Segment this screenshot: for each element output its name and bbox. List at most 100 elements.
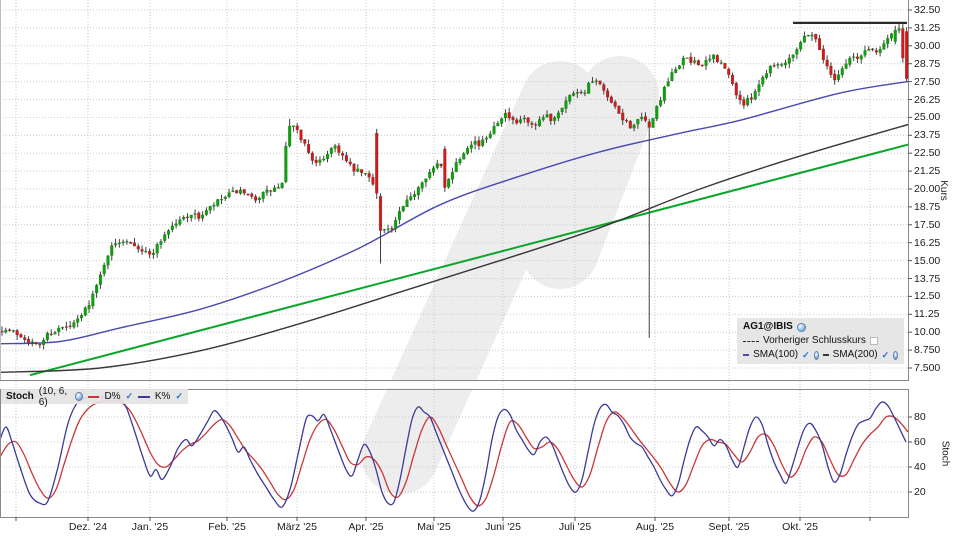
candle-up — [79, 315, 84, 319]
stoch-axis-title: Stoch — [939, 440, 951, 467]
candle-up — [284, 145, 288, 183]
sma200-checkbox-icon[interactable] — [882, 351, 890, 360]
candle-down — [378, 195, 383, 231]
candle-down — [689, 56, 693, 63]
candle-up — [787, 57, 791, 64]
sma200-line — [0, 123, 908, 373]
candle-down — [526, 117, 530, 123]
stoch-title: Stoch — [6, 391, 34, 402]
candle-down — [628, 120, 632, 129]
candle-down — [341, 153, 345, 156]
candle-up — [693, 60, 697, 63]
candle-up — [382, 229, 386, 231]
candle-down — [303, 139, 307, 144]
candle-up — [280, 183, 284, 189]
candle-up — [640, 116, 644, 120]
candle-down — [874, 50, 878, 53]
candle-up — [564, 100, 568, 109]
candle-down — [197, 212, 201, 219]
sma100-globe-icon[interactable] — [813, 350, 819, 360]
candle-down — [617, 105, 621, 114]
candle-up — [424, 178, 428, 183]
price-axis-title: Kurs — [937, 180, 949, 201]
candle-up — [4, 329, 8, 333]
stoch-k-line-sample — [138, 395, 150, 398]
candle-down — [19, 334, 23, 338]
globe-icon[interactable] — [796, 322, 806, 332]
candle-up — [541, 117, 545, 120]
stochastic-series — [0, 395, 908, 512]
candle-up — [484, 137, 489, 140]
candle-up — [87, 304, 91, 309]
candle-down — [439, 163, 443, 167]
candle-up — [76, 318, 80, 323]
candle-up — [685, 57, 689, 59]
candle-up — [590, 81, 595, 83]
instrument-label: AG1@IBIS — [743, 321, 793, 332]
candle-down — [136, 246, 140, 250]
candle-down — [49, 333, 53, 335]
candle-up — [450, 172, 455, 180]
candle-down — [515, 119, 519, 124]
chart-legend: AG1@IBIS Vorheriger Schlusskurs SMA(100)… — [737, 318, 904, 364]
candle-up — [897, 28, 901, 31]
candle-down — [132, 242, 137, 247]
candle-down — [306, 143, 311, 153]
candle-up — [42, 339, 46, 345]
candle-up — [227, 192, 231, 197]
stoch-params: (10, 6, 6) — [38, 385, 68, 408]
candle-up — [708, 58, 712, 61]
candle-down — [609, 96, 613, 103]
candle-up — [83, 307, 87, 316]
candle-up — [95, 285, 99, 294]
stoch-k-checkbox-icon[interactable] — [175, 392, 183, 401]
candle-down — [621, 112, 625, 121]
candle-up — [409, 196, 413, 200]
candle-up — [799, 42, 803, 50]
candle-down — [375, 132, 379, 194]
candle-down — [140, 249, 144, 252]
candle-down — [534, 124, 538, 126]
candle-up — [166, 230, 171, 235]
candle-up — [431, 167, 436, 173]
sma200-globe-icon[interactable] — [893, 350, 898, 360]
sma100-checkbox-icon[interactable] — [802, 351, 810, 360]
candle-down — [814, 33, 818, 40]
candle-down — [367, 173, 371, 178]
candle-up — [757, 84, 761, 92]
candle-down — [344, 155, 349, 162]
candle-up — [840, 68, 844, 75]
candle-up — [333, 145, 337, 149]
candle-up — [636, 119, 640, 125]
previous-close-checkbox[interactable] — [869, 337, 878, 345]
candle-up — [113, 243, 118, 246]
candle-down — [817, 38, 822, 50]
candle-up — [30, 341, 34, 343]
stoch-globe-icon[interactable] — [75, 392, 83, 401]
candle-up — [518, 119, 523, 123]
candle-up — [416, 187, 420, 196]
candle-up — [193, 213, 197, 215]
candle-up — [11, 330, 15, 332]
candle-up — [594, 80, 598, 82]
candle-up — [45, 333, 50, 340]
candle-down — [855, 56, 860, 59]
candle-up — [882, 43, 886, 50]
trendline — [29, 143, 908, 377]
candle-down — [825, 59, 829, 67]
candle-up — [201, 214, 205, 219]
candle-up — [428, 171, 432, 178]
candle-down — [870, 48, 875, 51]
candle-up — [216, 199, 220, 206]
previous-close-label: Vorheriger Schlusskurs — [763, 335, 866, 346]
candle-up — [655, 106, 659, 120]
candle-up — [632, 124, 636, 129]
candle-down — [242, 189, 246, 194]
candle-up — [848, 57, 852, 65]
candle-up — [462, 153, 466, 160]
candle-up — [836, 74, 841, 80]
candle-up — [863, 50, 867, 56]
candle-up — [674, 69, 678, 74]
candle-down — [7, 329, 12, 332]
stoch-d-checkbox-icon[interactable] — [126, 392, 134, 401]
